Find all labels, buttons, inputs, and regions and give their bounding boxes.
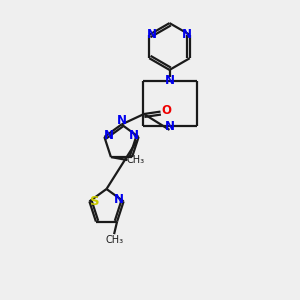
Text: O: O — [161, 103, 171, 117]
Text: N: N — [104, 129, 114, 142]
Text: N: N — [164, 74, 175, 88]
Text: N: N — [182, 28, 192, 41]
Text: CH₃: CH₃ — [127, 155, 145, 165]
Text: N: N — [116, 114, 127, 127]
Text: N: N — [114, 194, 124, 206]
Text: N: N — [129, 129, 139, 142]
Text: N: N — [164, 119, 175, 133]
Text: CH₃: CH₃ — [105, 235, 123, 244]
Text: S: S — [90, 195, 100, 208]
Text: N: N — [147, 28, 157, 41]
